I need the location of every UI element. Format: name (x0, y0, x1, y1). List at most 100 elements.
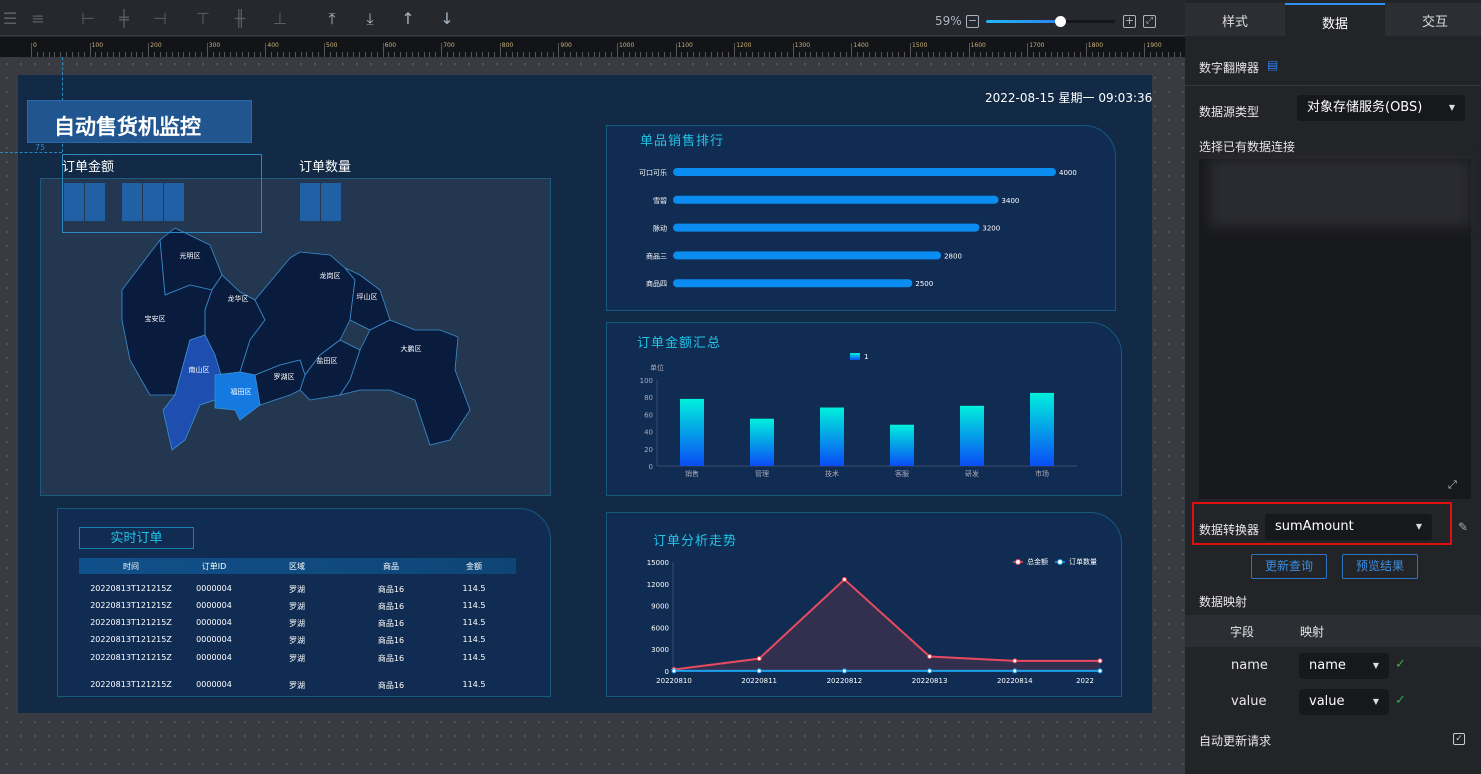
mapping-select-value[interactable]: value ▼ (1299, 689, 1389, 715)
tab-style[interactable]: 样式 (1185, 3, 1285, 36)
ruler-label: 1100 (677, 42, 693, 49)
x-tick-label: 市场 (1035, 469, 1049, 478)
district-8[interactable] (162, 334, 223, 451)
ruler-label: 1000 (619, 42, 635, 49)
table-header-cell: 商品 (383, 562, 399, 571)
mapping-header-map: 映射 (1300, 625, 1325, 639)
align-top-icon[interactable]: ⊤ (196, 9, 210, 28)
ruler-tick (980, 52, 982, 57)
zoom-slider[interactable] (986, 16, 1115, 27)
table-header-cell: 时间 (123, 562, 139, 571)
district-label: 大鹏区 (401, 344, 422, 353)
legend-marker[interactable] (1057, 559, 1063, 565)
align-distribute-icon[interactable]: ☰ (2, 9, 18, 28)
tab-interaction[interactable]: 交互 (1385, 3, 1481, 36)
district-9[interactable] (214, 371, 261, 421)
converter-select[interactable]: sumAmount ▼ (1265, 514, 1432, 540)
ruler-tick (511, 52, 513, 57)
zoom-in-button[interactable]: + (1123, 14, 1136, 28)
ruler-tick (634, 52, 636, 57)
table-header-cell: 区域 (289, 562, 305, 571)
ruler-tick (581, 52, 583, 57)
ruler-tick (441, 43, 443, 57)
fit-screen-icon[interactable]: ⤢ (1143, 15, 1156, 28)
ruler-label: 1600 (970, 42, 986, 49)
ruler-tick (1115, 52, 1117, 57)
update-query-button[interactable]: 更新查询 (1251, 554, 1327, 579)
ruler-tick (294, 52, 296, 57)
ruler-tick (693, 52, 695, 57)
ruler-tick (1179, 52, 1181, 57)
tab-data[interactable]: 数据 (1285, 3, 1385, 36)
district-label: 福田区 (231, 387, 252, 396)
move-down-icon[interactable]: ⤓ (366, 9, 374, 28)
ruler-tick (359, 52, 361, 57)
table-cell: 0000004 (196, 618, 232, 627)
y-tick-label: 15000 (647, 559, 669, 567)
align-center-h-icon[interactable]: ╪ (119, 9, 129, 28)
ruler-tick (83, 52, 85, 57)
ruler-tick (72, 52, 74, 57)
zoom-slider-handle[interactable] (1055, 16, 1067, 27)
align-bottom-icon[interactable]: ⊥ (273, 9, 287, 28)
ruler-tick (499, 43, 501, 57)
ruler-tick (365, 52, 367, 57)
connection-list-blurred[interactable] (1199, 159, 1471, 499)
ruler-tick (130, 52, 132, 57)
align-right-icon[interactable]: ⊣ (153, 9, 167, 28)
district-label: 光明区 (180, 251, 201, 260)
edit-pencil-icon[interactable]: ✎ (1458, 520, 1469, 534)
x-tick-label: 20220814 (997, 677, 1033, 685)
source-type-label: 数据源类型 (1199, 105, 1260, 119)
preview-result-button[interactable]: 预览结果 (1342, 554, 1418, 579)
move-to-top-icon[interactable]: ↑ (401, 9, 415, 28)
column-bar (960, 405, 984, 466)
ruler-tick (230, 52, 232, 57)
move-to-bottom-icon[interactable]: ↓ (440, 9, 454, 28)
table-cell: 0000004 (196, 601, 232, 610)
caret-down-icon: ▼ (1372, 697, 1379, 706)
table-header-cell: 订单ID (201, 562, 227, 571)
district-7[interactable] (254, 359, 306, 406)
ruler-tick (546, 52, 548, 57)
align-center-v-icon[interactable]: ≡ (31, 9, 45, 28)
source-type-select[interactable]: 对象存储服务(OBS) ▼ (1297, 95, 1465, 121)
blurred-content (1209, 159, 1471, 227)
align-left-icon[interactable]: ⊢ (81, 9, 95, 28)
ruler-tick (324, 43, 325, 57)
zoom-out-button[interactable]: − (966, 14, 979, 28)
ruler-tick (488, 52, 490, 57)
district-label: 龙华区 (228, 294, 249, 303)
ruler-tick (945, 52, 947, 57)
legend-marker[interactable] (1015, 559, 1021, 565)
ruler-tick (388, 52, 390, 57)
ruler-tick (804, 52, 806, 57)
x-tick-label: 客服 (895, 469, 909, 478)
ruler-tick (236, 52, 238, 57)
ruler-tick (863, 52, 865, 57)
y-tick-label: 40 (644, 429, 653, 437)
mapping-title: 数据映射 (1199, 595, 1248, 609)
ruler-tick (435, 52, 437, 57)
expand-icon[interactable]: ⤢ (1448, 478, 1457, 491)
series-point (756, 668, 762, 674)
ruler-tick (353, 52, 355, 57)
auto-update-checkbox[interactable]: ✓ (1453, 733, 1465, 745)
dashboard-title: 自动售货机监控 (27, 100, 252, 143)
y-tick-label: 20 (644, 446, 653, 454)
mapping-select-name[interactable]: name ▼ (1299, 653, 1389, 679)
selected-widget-frame[interactable] (62, 154, 262, 233)
ruler-label: 900 (560, 42, 572, 49)
ruler-tick (48, 52, 50, 57)
x-tick-label: 20220811 (741, 677, 777, 685)
move-up-icon[interactable]: ⤒ (328, 9, 336, 28)
ruler-tick (400, 52, 402, 57)
ruler-tick (552, 52, 554, 57)
align-middle-icon[interactable]: ╫ (235, 9, 245, 28)
series-point (841, 668, 847, 674)
horizontal-ruler: 0 100 200 300 400 500 600 700 800 900 1000 1100 1200… (0, 37, 1199, 57)
mapping-value: value (1309, 694, 1345, 709)
table-cell: 罗湖 (289, 602, 305, 611)
document-icon[interactable]: ▤ (1267, 58, 1279, 72)
